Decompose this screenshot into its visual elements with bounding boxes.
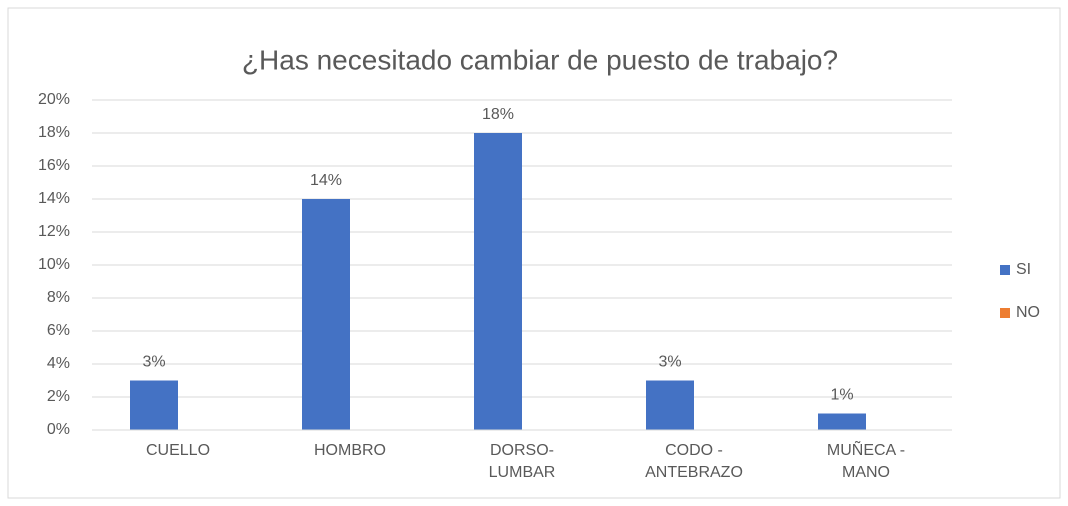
- y-tick-label: 16%: [38, 157, 70, 174]
- chart-title: ¿Has necesitado cambiar de puesto de tra…: [242, 44, 838, 75]
- legend-label: NO: [1016, 304, 1040, 321]
- bar: [646, 380, 694, 430]
- chart-border: [7, 7, 1061, 499]
- bar: [474, 133, 522, 430]
- data-label: 1%: [830, 387, 853, 404]
- legend-swatch: [1000, 265, 1010, 275]
- bar: [302, 199, 350, 430]
- y-tick-label: 10%: [38, 256, 70, 273]
- y-tick-label: 20%: [38, 91, 70, 108]
- y-tick-label: 6%: [47, 322, 70, 339]
- x-tick-label: CODO - ANTEBRAZO: [645, 442, 743, 481]
- data-label: 3%: [142, 354, 165, 371]
- x-tick-label: CUELLO: [145, 442, 211, 459]
- y-tick-label: 4%: [47, 355, 70, 372]
- y-tick-label: 2%: [47, 388, 70, 405]
- bar: [818, 413, 866, 430]
- y-tick-label: 8%: [47, 289, 70, 306]
- data-label: 3%: [658, 354, 681, 371]
- x-tick-label: MUÑECA - MANO: [826, 442, 906, 481]
- y-tick-label: 14%: [38, 190, 70, 207]
- bar: [130, 380, 178, 430]
- y-tick-label: 12%: [38, 223, 70, 240]
- x-tick-label: HOMBRO: [314, 442, 386, 459]
- data-label: 14%: [310, 172, 342, 189]
- legend-label: SI: [1016, 261, 1031, 278]
- data-label: 18%: [482, 106, 514, 123]
- x-tick-label: DORSO- LUMBAR: [488, 442, 556, 481]
- y-tick-label: 0%: [47, 421, 70, 438]
- legend-swatch: [1000, 308, 1010, 318]
- y-tick-label: 18%: [38, 124, 70, 141]
